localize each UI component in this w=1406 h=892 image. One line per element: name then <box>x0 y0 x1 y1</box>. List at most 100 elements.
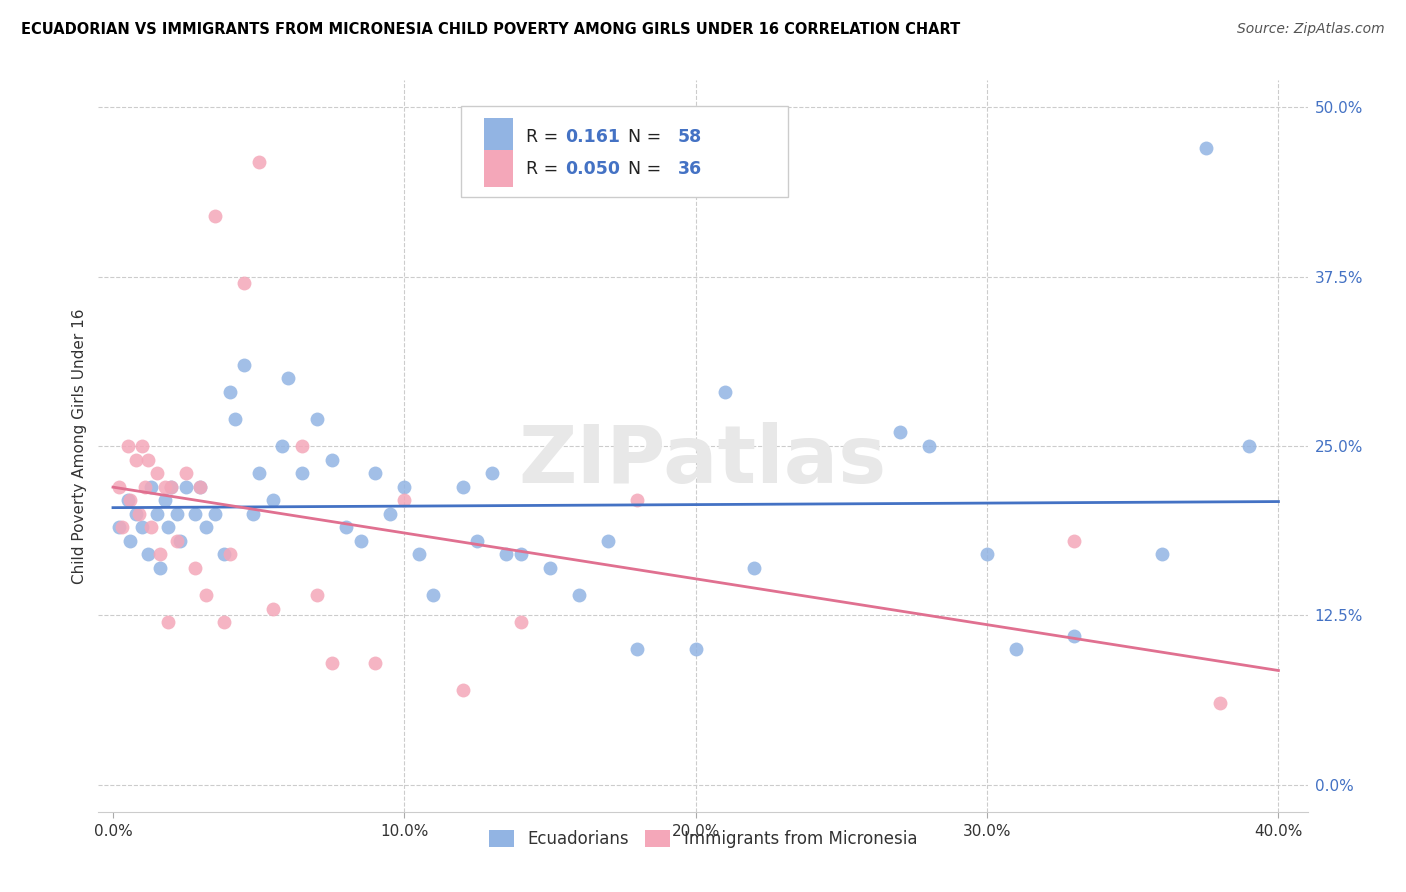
Point <box>1194 141 1216 155</box>
Point <box>117 439 139 453</box>
Point <box>204 209 226 223</box>
Point <box>685 642 707 657</box>
Point <box>422 588 444 602</box>
FancyBboxPatch shape <box>484 119 513 155</box>
Point <box>117 493 139 508</box>
Point <box>218 384 240 399</box>
Point <box>212 615 235 629</box>
Point <box>233 277 256 291</box>
FancyBboxPatch shape <box>484 151 513 187</box>
Point <box>136 547 159 561</box>
Point <box>155 480 177 494</box>
Point <box>134 480 156 494</box>
Text: 58: 58 <box>678 128 702 145</box>
Point <box>247 466 270 480</box>
Point <box>224 412 246 426</box>
Point <box>626 642 648 657</box>
Point <box>509 615 531 629</box>
Point <box>108 480 131 494</box>
Point <box>128 507 150 521</box>
Point <box>125 507 148 521</box>
Point <box>131 439 153 453</box>
Point <box>509 547 531 561</box>
Point <box>394 493 416 508</box>
Point <box>160 480 183 494</box>
Point <box>120 493 142 508</box>
Point <box>120 533 142 548</box>
Point <box>1209 697 1232 711</box>
Text: 36: 36 <box>678 160 702 178</box>
Point <box>145 466 167 480</box>
Point <box>364 466 387 480</box>
Point <box>481 466 503 480</box>
Point <box>364 656 387 670</box>
Point <box>1063 629 1085 643</box>
Point <box>378 507 401 521</box>
Text: R =: R = <box>526 160 564 178</box>
Point <box>291 439 314 453</box>
Point <box>145 507 167 521</box>
Point <box>169 533 191 548</box>
Text: 0.161: 0.161 <box>565 128 620 145</box>
Point <box>131 520 153 534</box>
Point <box>598 533 620 548</box>
Point <box>190 480 212 494</box>
Point <box>742 561 765 575</box>
Point <box>111 520 134 534</box>
Point <box>495 547 517 561</box>
Y-axis label: Child Poverty Among Girls Under 16: Child Poverty Among Girls Under 16 <box>72 309 87 583</box>
Point <box>262 493 284 508</box>
Point <box>271 439 294 453</box>
Point <box>233 358 256 372</box>
Text: Source: ZipAtlas.com: Source: ZipAtlas.com <box>1237 22 1385 37</box>
Point <box>321 452 343 467</box>
Point <box>125 452 148 467</box>
Text: 0.050: 0.050 <box>565 160 620 178</box>
Point <box>305 588 328 602</box>
Text: R =: R = <box>526 128 564 145</box>
Point <box>204 507 226 521</box>
Point <box>160 480 183 494</box>
FancyBboxPatch shape <box>461 106 787 197</box>
Point <box>291 466 314 480</box>
Text: ZIPatlas: ZIPatlas <box>519 422 887 500</box>
Point <box>195 520 218 534</box>
Point <box>149 547 172 561</box>
Point <box>321 656 343 670</box>
Point <box>350 533 373 548</box>
Point <box>149 561 172 575</box>
Point <box>277 371 299 385</box>
Point <box>183 561 205 575</box>
Point <box>190 480 212 494</box>
Point <box>408 547 430 561</box>
Point <box>108 520 131 534</box>
Point <box>394 480 416 494</box>
Point <box>451 682 474 697</box>
Point <box>218 547 240 561</box>
Point <box>247 154 270 169</box>
Point <box>1150 547 1173 561</box>
Point <box>714 384 737 399</box>
Point <box>626 493 648 508</box>
Point <box>166 533 188 548</box>
Text: N =: N = <box>617 128 666 145</box>
Point <box>166 507 188 521</box>
Point <box>174 480 197 494</box>
Point <box>976 547 998 561</box>
Point <box>918 439 941 453</box>
Point <box>212 547 235 561</box>
Point <box>335 520 357 534</box>
Point <box>262 601 284 615</box>
Point <box>889 425 911 440</box>
Point <box>174 466 197 480</box>
Point <box>451 480 474 494</box>
Point <box>1005 642 1028 657</box>
Point <box>465 533 488 548</box>
Point <box>157 615 180 629</box>
Point <box>139 480 162 494</box>
Point <box>139 520 162 534</box>
Point <box>195 588 218 602</box>
Point <box>1239 439 1261 453</box>
Point <box>183 507 205 521</box>
Point <box>136 452 159 467</box>
